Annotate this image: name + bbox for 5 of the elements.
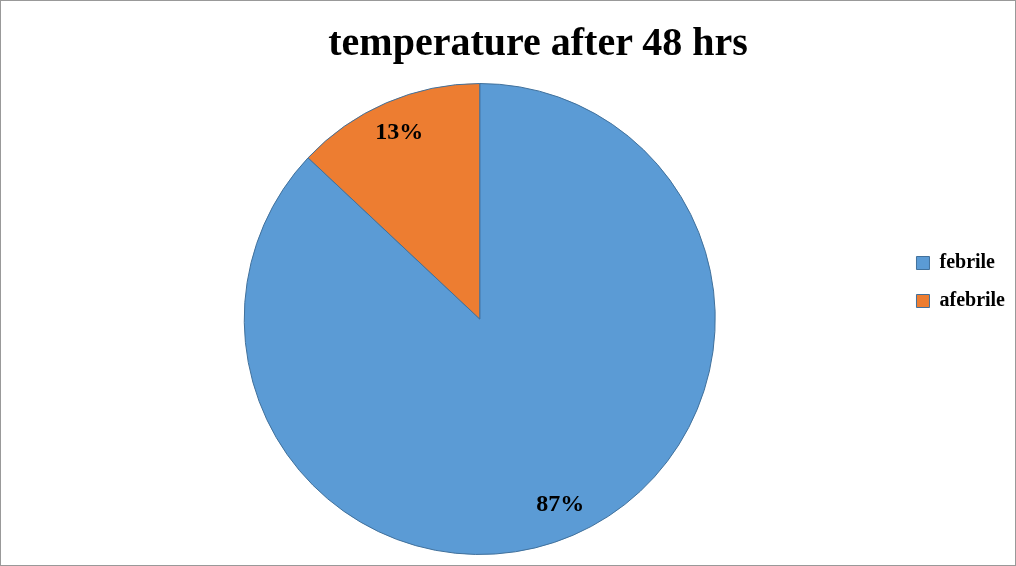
legend-label: febrile: [939, 250, 996, 273]
data-label: 87%: [536, 490, 585, 517]
data-label: 13%: [375, 118, 424, 145]
chart-title: temperature after 48 hrs: [328, 19, 748, 65]
legend-label: afebrile: [939, 288, 1006, 311]
